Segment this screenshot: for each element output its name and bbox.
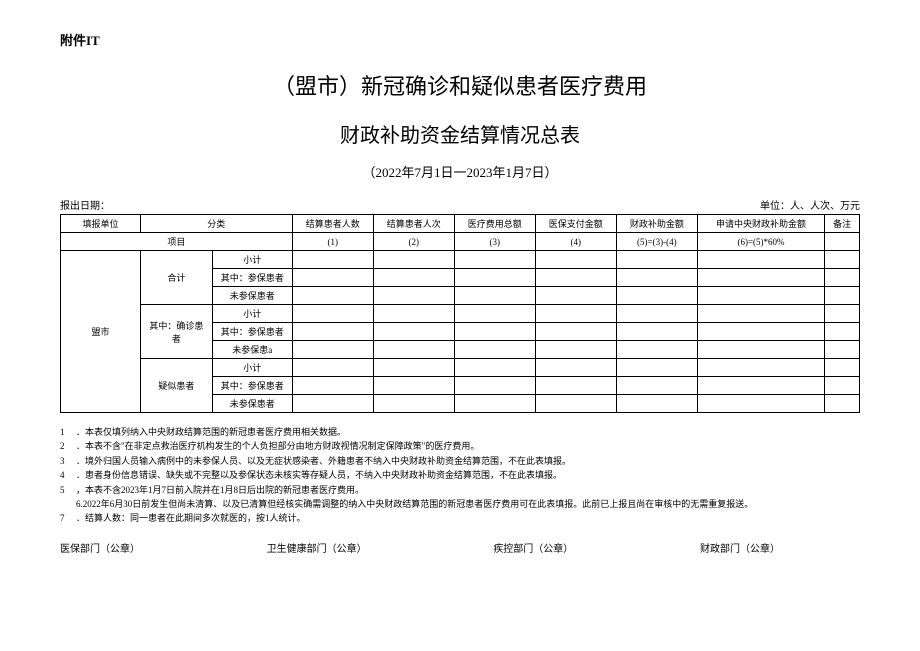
signature-cdc: 疾控部门（公章）: [493, 540, 573, 555]
title-line-1: （盟市）新冠确诊和疑似患者医疗费用: [60, 69, 860, 101]
meta-row: 报出日期： 单位：人、人次、万元: [60, 197, 860, 212]
note-item: 6.2022年6月30日前发生但尚未清算、以及已清算但经核实确需调整的纳入中央财…: [60, 497, 860, 511]
notes-section: 1．本表仅填列纳入中央财政结算范围的新冠患者医疗费用相关数据。 2．本表不含"在…: [60, 425, 860, 526]
th-col4: 医保支付金额: [535, 215, 616, 233]
signature-medical: 医保部门（公章）: [60, 540, 140, 555]
th-remark: 备注: [825, 215, 860, 233]
th-c4: (4): [535, 233, 616, 251]
signatures-row: 医保部门（公章） 卫生健康部门（公章） 疾控部门（公章） 财政部门（公章）: [60, 540, 860, 555]
subtotal-cell: 小计: [212, 251, 292, 269]
th-c6: (6)=(5)*60%: [697, 233, 824, 251]
insured-cell: 其中：参保患者: [212, 377, 292, 395]
data-row: 盟市 合计 小计: [61, 251, 860, 269]
note-item: 1．本表仅填列纳入中央财政结算范围的新冠患者医疗费用相关数据。: [60, 425, 860, 439]
th-category: 分类: [140, 215, 292, 233]
note-item: 7．结算人数：同一患者在此期间多次就医的，按1人统计。: [60, 511, 860, 525]
note-item: 4．患者身份信息错误、缺失或不完整以及参保状态未核实等存疑人员，不纳入中央财政补…: [60, 468, 860, 482]
th-project: 项目: [61, 233, 293, 251]
note-item: 3．境外归国人员输入病例中的未参保人员、以及无症状感染者、外籍患者不纳入中央财政…: [60, 454, 860, 468]
header-row-1: 填报单位 分类 结算患者人数 结算患者人次 医疗费用总额 医保支付金额 财政补助…: [61, 215, 860, 233]
attachment-label: 附件IT: [60, 30, 860, 49]
report-date-label: 报出日期：: [60, 197, 110, 212]
data-row: 疑似患者 小计: [61, 359, 860, 377]
confirmed-cell: 其中：确诊患者: [140, 305, 212, 359]
signature-finance: 财政部门（公章）: [700, 540, 780, 555]
subtotal-cell: 小计: [212, 305, 292, 323]
uninsured-cell: 未参保患者: [212, 395, 292, 413]
th-col2: 结算患者人次: [373, 215, 454, 233]
th-col3: 医疗费用总额: [454, 215, 535, 233]
date-range: （2022年7月1日一2023年1月7日）: [60, 162, 860, 181]
th-col1: 结算患者人数: [292, 215, 373, 233]
main-table: 填报单位 分类 结算患者人数 结算患者人次 医疗费用总额 医保支付金额 财政补助…: [60, 214, 860, 413]
th-c3: (3): [454, 233, 535, 251]
total-cell: 合计: [140, 251, 212, 305]
insured-cell: 其中：参保患者: [212, 323, 292, 341]
th-col6: 申请中央财政补助金额: [697, 215, 824, 233]
suspected-cell: 疑似患者: [140, 359, 212, 413]
th-c5: (5)=(3)-(4): [616, 233, 697, 251]
insured-cell: 其中：参保患者: [212, 269, 292, 287]
city-cell: 盟市: [61, 251, 141, 413]
th-col5: 财政补助金额: [616, 215, 697, 233]
signature-health: 卫生健康部门（公章）: [267, 540, 367, 555]
uninsured-cell: 未参保患者: [212, 287, 292, 305]
header-row-2: 项目 (1) (2) (3) (4) (5)=(3)-(4) (6)=(5)*6…: [61, 233, 860, 251]
title-line-2: 财政补助资金结算情况总表: [60, 119, 860, 148]
data-row: 其中：确诊患者 小计: [61, 305, 860, 323]
subtotal-cell: 小计: [212, 359, 292, 377]
cell: [825, 233, 860, 251]
note-item: 2．本表不含"在非定点救治医疗机构发生的个人负担部分由地方财政视情况制定保障政策…: [60, 439, 860, 453]
uninsured-cell: 未参保患a: [212, 341, 292, 359]
th-unit: 填报单位: [61, 215, 141, 233]
th-c2: (2): [373, 233, 454, 251]
th-c1: (1): [292, 233, 373, 251]
unit-label: 单位：人、人次、万元: [760, 197, 860, 212]
note-item: 5，本表不含2023年1月7日前入院并在1月8日后出院的新冠患者医疗费用。: [60, 483, 860, 497]
